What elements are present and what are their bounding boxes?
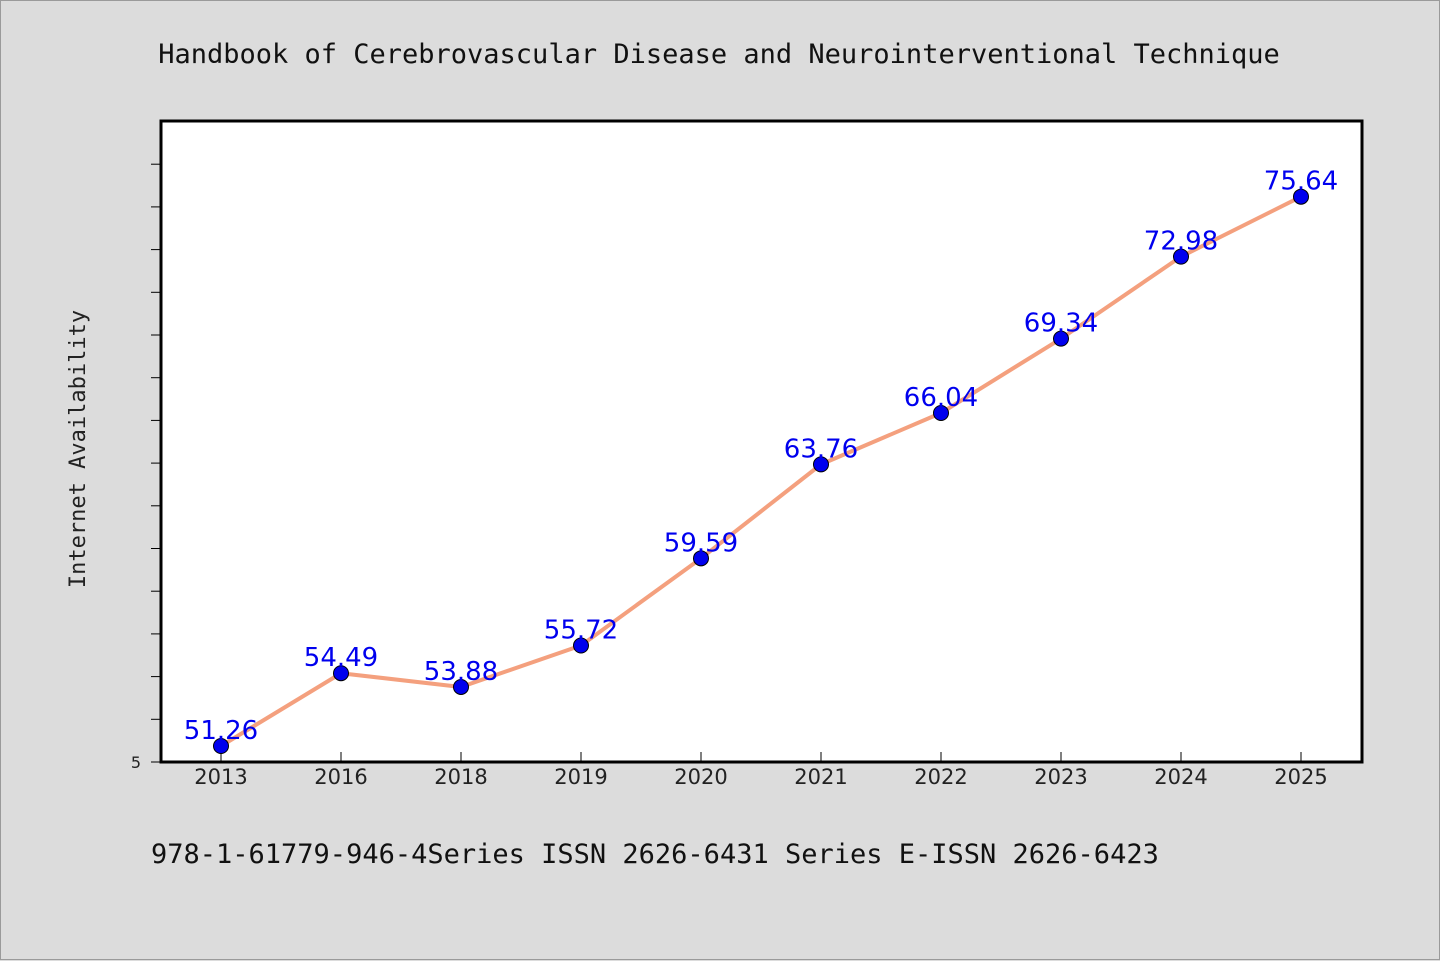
data-label-2022: 66.04 [904,383,978,413]
series-line-0 [219,194,1303,749]
data-label-2016: 54.49 [304,643,378,673]
data-point-2013 [213,738,229,755]
data-label-2013: 51.26 [184,716,258,746]
x-tick-label-2024: 2024 [1154,765,1207,789]
data-point-2022 [933,404,949,421]
x-tick-label-2025: 2025 [1274,765,1327,789]
footer-isbn-text: 978-1-61779-946-4Series ISSN 2626-6431 S… [151,839,1159,870]
data-point-2025 [1293,188,1309,205]
data-label-2019: 55.72 [544,616,618,646]
data-label-2020: 59.59 [664,528,738,558]
x-tick-label-2022: 2022 [914,765,967,789]
data-point-2018 [453,678,469,695]
x-axis-ticks: 2013 2016 2018 2019 2020 2021 2022 2023 2024 2025 [194,752,1328,789]
x-tick-label-2019: 2019 [554,765,607,789]
data-point-2019 [573,637,589,654]
x-tick-label-2016: 2016 [314,765,367,789]
data-label-2023: 69.34 [1024,309,1098,339]
x-tick-label-2021: 2021 [794,765,847,789]
chart-title: Handbook of Cerebrovascular Disease and … [158,39,1280,70]
x-tick-label-2013: 2013 [194,765,247,789]
x-tick-label-2018: 2018 [434,765,487,789]
data-label-2024: 72.98 [1144,227,1218,257]
x-tick-label-2023: 2023 [1034,765,1087,789]
data-point-2020 [693,550,709,567]
data-point-2021 [813,456,829,473]
y-tick-label-0: 5 [131,753,141,772]
data-point-2016 [333,665,349,682]
data-label-2018: 53.88 [424,657,498,687]
y-axis-ticks: 5 [131,163,161,772]
x-tick-label-2020: 2020 [674,765,727,789]
series-layer: 51.26 54.49 53.88 55.72 59.59 63.76 66.04 69.34… [184,167,1338,755]
y-axis-label: Internet Availability [66,310,91,588]
plot-area [159,119,1364,764]
data-label-2025: 75.64 [1264,167,1338,197]
data-point-2024 [1173,248,1189,265]
data-label-2021: 63.76 [784,434,858,464]
data-point-2023 [1053,330,1069,347]
